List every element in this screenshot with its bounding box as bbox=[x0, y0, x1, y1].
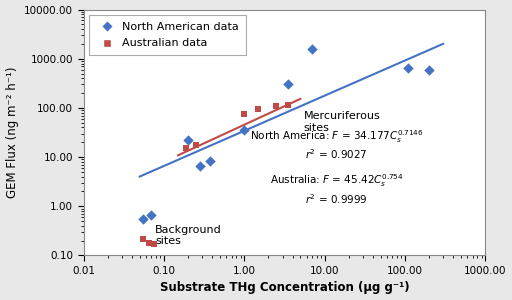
Text: North America: $F$ = 34.177$C_s^{0.7146}$
$r^2$ = 0.9027: North America: $F$ = 34.177$C_s^{0.7146}… bbox=[250, 128, 423, 161]
Point bbox=[145, 241, 153, 245]
Text: Background
sites: Background sites bbox=[155, 225, 222, 246]
Point bbox=[147, 213, 156, 218]
Text: Australia: $F$ = 45.42$C_s^{0.754}$
$r^2$ = 0.9999: Australia: $F$ = 45.42$C_s^{0.754}$ $r^2… bbox=[270, 172, 403, 206]
Point bbox=[182, 146, 190, 151]
Point bbox=[150, 242, 158, 247]
X-axis label: Substrate THg Concentration (μg g⁻¹): Substrate THg Concentration (μg g⁻¹) bbox=[160, 281, 409, 294]
Point bbox=[284, 82, 292, 87]
Legend: North American data, Australian data: North American data, Australian data bbox=[89, 15, 246, 55]
Point bbox=[191, 142, 200, 147]
Point bbox=[184, 138, 192, 143]
Point bbox=[139, 236, 147, 241]
Point bbox=[284, 103, 292, 107]
Point bbox=[425, 67, 433, 72]
Point bbox=[206, 158, 215, 163]
Y-axis label: GEM Flux (ng m⁻² h⁻¹): GEM Flux (ng m⁻² h⁻¹) bbox=[6, 67, 18, 198]
Point bbox=[240, 128, 248, 133]
Point bbox=[404, 65, 412, 70]
Point bbox=[196, 164, 204, 169]
Text: Mercuriferous
sites: Mercuriferous sites bbox=[304, 111, 380, 133]
Point bbox=[240, 112, 248, 116]
Point bbox=[308, 46, 316, 51]
Point bbox=[139, 217, 147, 221]
Point bbox=[272, 103, 280, 108]
Point bbox=[254, 106, 263, 111]
